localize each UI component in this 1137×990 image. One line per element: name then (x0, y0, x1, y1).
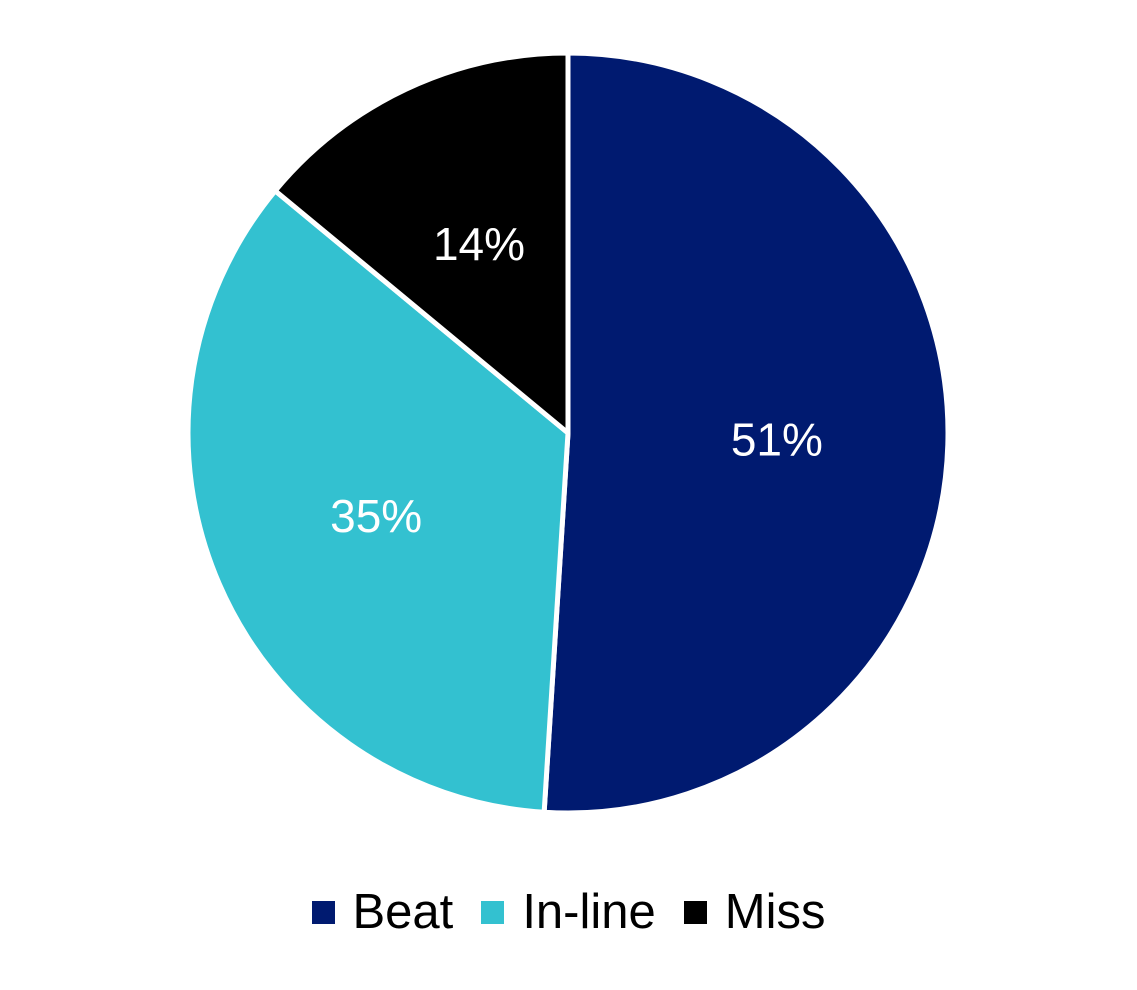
legend-swatch-in-line (481, 900, 505, 924)
pie-label-in-line: 35% (330, 490, 422, 542)
legend-label-in-line: In-line (522, 885, 656, 939)
pie-slice-miss (272, 50, 571, 436)
pie-label-beat: 51% (731, 414, 823, 466)
legend-item-in-line: In-line (481, 884, 656, 940)
pie-value-labels: 51% 35% 14% (330, 218, 823, 542)
legend-label-beat: Beat (352, 885, 454, 939)
legend-swatch-miss (683, 900, 707, 924)
legend-item-beat: Beat (311, 884, 454, 940)
pie-slice-beat (541, 50, 951, 816)
pie-label-miss: 14% (433, 218, 525, 270)
legend: Beat In-line Miss (0, 884, 1137, 940)
pie-slices (185, 50, 951, 816)
pie-slice-in-line (185, 188, 571, 815)
legend-label-miss: Miss (724, 885, 826, 939)
legend-swatch-beat (311, 900, 335, 924)
legend-item-miss: Miss (683, 884, 826, 940)
